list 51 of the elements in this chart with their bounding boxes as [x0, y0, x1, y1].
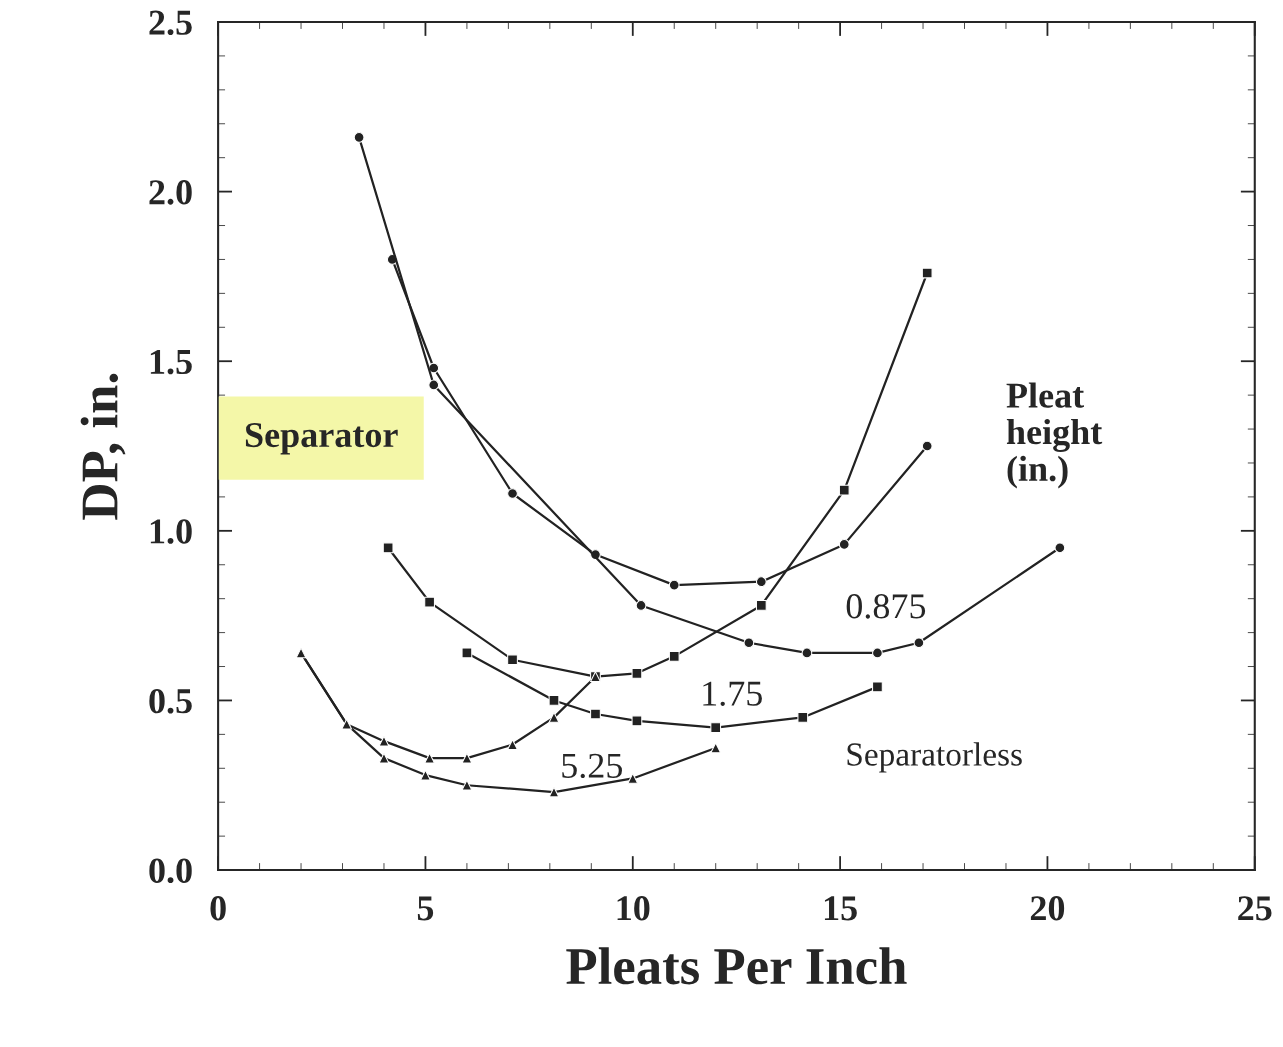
point: [378, 735, 390, 747]
point: [913, 637, 925, 649]
x-tick-label: 25: [1238, 896, 1272, 921]
y-tick-label: 0.0: [149, 858, 192, 884]
point: [797, 712, 809, 723]
point: [507, 488, 518, 499]
point: [1054, 542, 1066, 554]
annotation: Separatorless: [847, 742, 1022, 773]
annotation: 5.25: [562, 753, 622, 779]
point: [631, 715, 643, 727]
point: [801, 647, 813, 659]
point: [872, 681, 883, 693]
x-tick-label: 0: [210, 896, 226, 921]
point: [838, 484, 850, 496]
point: [921, 267, 933, 279]
point: [755, 576, 767, 588]
point: [627, 773, 639, 784]
point: [635, 600, 647, 611]
point: [461, 779, 473, 791]
point: [743, 637, 755, 649]
annotation: 0.875: [846, 594, 926, 619]
point: [353, 131, 365, 143]
x-axis-title: Pleats Per Inch: [566, 947, 907, 985]
point: [668, 579, 680, 591]
y-tick-label: 1.0: [150, 519, 192, 544]
x-tick-label: 5: [417, 896, 434, 921]
y-tick-label: 2.0: [149, 180, 192, 205]
point: [590, 708, 601, 720]
point: [921, 440, 933, 452]
point: [424, 596, 435, 608]
point: [378, 752, 390, 764]
point: [838, 539, 850, 550]
point: [507, 654, 518, 666]
annotation: Pleat height (in.): [1006, 382, 1103, 489]
point: [548, 712, 560, 723]
annotation: Separator: [245, 422, 398, 455]
point: [548, 786, 560, 798]
y-tick-label: 1.5: [150, 349, 192, 375]
point: [755, 600, 767, 611]
point: [548, 695, 560, 706]
point: [382, 542, 394, 554]
y-tick-label: 0.5: [149, 688, 192, 714]
point: [872, 647, 883, 659]
x-tick-label: 20: [1030, 896, 1065, 921]
x-tick-label: 10: [617, 896, 650, 921]
annotation: 1.75: [703, 681, 762, 706]
point: [428, 379, 440, 391]
y-axis-title: DP, in.: [80, 373, 126, 520]
point: [710, 722, 722, 733]
y-tick-label: 2.5: [149, 10, 192, 36]
x-tick-label: 15: [824, 896, 857, 921]
